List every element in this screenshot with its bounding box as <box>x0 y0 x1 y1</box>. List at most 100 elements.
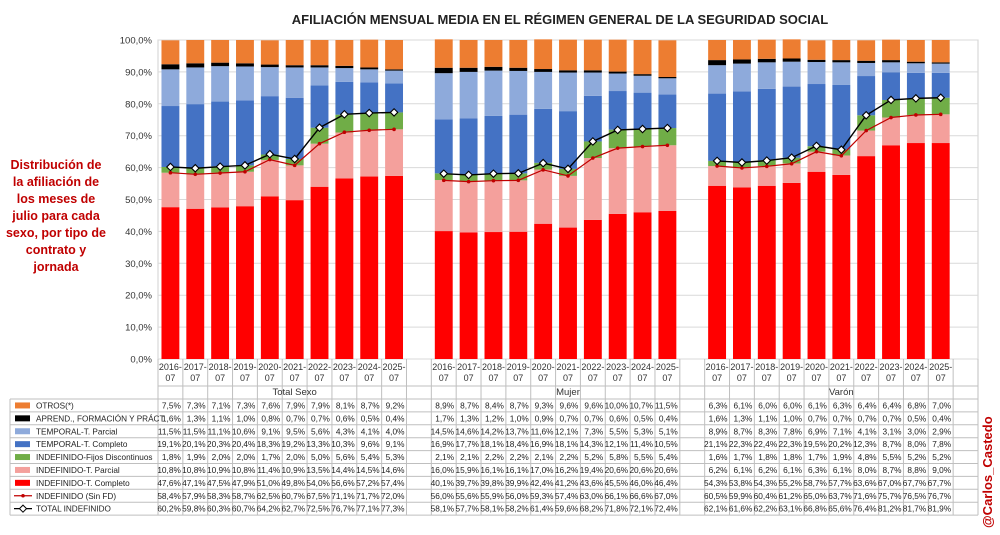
table-cell: 2,0% <box>286 452 306 462</box>
bar-segment-indef-parcial <box>832 155 851 175</box>
bar-segment-otros <box>583 39 602 71</box>
marker-total-indefinido <box>861 110 871 120</box>
bar-segment-otros <box>931 40 950 63</box>
x-tick-label: 07 <box>811 373 821 383</box>
bar-segment-temp-parcial <box>211 66 230 102</box>
bar-segment-fijos-disc <box>608 129 627 149</box>
bar-segment-aprend <box>732 59 751 64</box>
group-label: Varón <box>829 387 854 398</box>
table-cell: 8,0% <box>858 465 878 475</box>
table-cell: 14,2% <box>480 426 504 436</box>
table-cell: 16,9% <box>431 439 455 449</box>
table-cell: 10,8% <box>157 465 181 475</box>
x-tick-label: 07 <box>712 373 722 383</box>
bar-segment-aprend <box>658 77 677 79</box>
bar-segment-temp-completo <box>161 106 180 167</box>
bar-segment-fijos-disc <box>882 99 900 118</box>
bar-segment-indef-completo <box>186 208 205 359</box>
table-cell: 0,9% <box>535 413 555 423</box>
table-cell: 6,4% <box>858 400 878 410</box>
table-cell: 0,6% <box>609 413 629 423</box>
y-tick-label: 0,0% <box>130 355 152 366</box>
bar-segment-indef-completo <box>732 187 751 359</box>
bar-segment-temp-parcial <box>658 78 677 95</box>
table-cell: 5,0% <box>311 452 331 462</box>
bar-segment-temp-parcial <box>484 70 503 116</box>
bar-segment-temp-completo <box>658 94 677 129</box>
table-cell: 8,7% <box>883 439 903 449</box>
table-cell: 0,7% <box>286 413 306 423</box>
x-tick-label: 07 <box>861 373 871 383</box>
bar-segment-indef-parcial <box>608 148 627 214</box>
x-tick-label: 2024- <box>904 362 927 372</box>
bar-segment-indef-completo <box>161 207 180 359</box>
table-cell: 0,7% <box>808 413 828 423</box>
marker-indefinido-sin-fd <box>938 112 943 117</box>
bar-segment-temp-parcial <box>906 63 925 73</box>
x-tick-label: 07 <box>737 373 747 383</box>
marker-total-indefinido <box>886 95 896 105</box>
table-cell: 0,4% <box>386 413 406 423</box>
table-cell: 0,5% <box>361 413 381 423</box>
x-tick-label: 07 <box>588 373 598 383</box>
x-tick-label: 07 <box>911 373 921 383</box>
marker-total-indefinido <box>588 136 598 146</box>
bar-segment-indef-parcial <box>931 114 950 144</box>
marker-indefinido-sin-fd <box>640 144 645 149</box>
bar-segment-indef-completo <box>211 207 230 359</box>
marker-indefinido-sin-fd <box>292 163 297 168</box>
table-cell: 8,0% <box>907 439 927 449</box>
table-cell: 7,1% <box>212 400 232 410</box>
table-cell: 11,1% <box>208 426 232 436</box>
x-tick-label: 2025- <box>656 362 679 372</box>
x-tick-label: 2025- <box>383 362 406 372</box>
x-tick-label: 2017- <box>457 362 480 372</box>
table-cell: 7,9% <box>286 400 306 410</box>
group-label: Mujer <box>556 387 580 398</box>
table-cell: 11,5% <box>183 426 207 436</box>
bar-segment-aprend <box>484 66 503 71</box>
legend-label: TOTAL INDEFINIDO <box>36 505 111 514</box>
table-cell: 15,9% <box>455 465 479 475</box>
table-cell: 53,8% <box>729 478 753 488</box>
x-tick-label: 07 <box>190 373 200 383</box>
table-cell: 3,1% <box>883 426 903 436</box>
bar-segment-temp-completo <box>509 114 528 174</box>
bar-segment-indef-completo <box>534 223 553 359</box>
table-cell: 9,2% <box>386 400 406 410</box>
bar-segment-indef-parcial <box>534 169 553 224</box>
table-cell: 59,8% <box>182 504 206 514</box>
bar-segment-aprend <box>459 67 478 72</box>
y-tick-label: 80,0% <box>125 99 152 110</box>
marker-indefinido-sin-fd <box>268 157 272 162</box>
table-cell: 65,6% <box>828 504 852 514</box>
bar-segment-aprend <box>633 74 652 76</box>
table-cell: 7,9% <box>311 400 331 410</box>
bar-segment-temp-completo <box>732 91 751 163</box>
table-cell: 5,1% <box>659 426 679 436</box>
bar-segment-indef-parcial <box>583 158 602 220</box>
bar-segment-otros <box>757 39 776 59</box>
table-cell: 2,0% <box>212 452 232 462</box>
table-cell: 71,7% <box>356 491 380 501</box>
bar-segment-indef-completo <box>236 206 254 359</box>
table-cell: 58,1% <box>480 504 504 514</box>
bar-segment-temp-parcial <box>807 62 826 85</box>
bar-segment-otros <box>459 40 478 68</box>
table-cell: 5,6% <box>336 452 356 462</box>
table-cell: 6,1% <box>808 400 828 410</box>
marker-indefinido-sin-fd <box>591 156 595 160</box>
bar-segment-temp-parcial <box>882 62 900 73</box>
bar-segment-aprend <box>509 67 528 71</box>
table-cell: 6,4% <box>883 400 903 410</box>
line-indef-sin-fd <box>443 144 668 183</box>
table-cell: 46,4% <box>654 478 678 488</box>
table-cell: 72,0% <box>381 491 405 501</box>
bar-segment-otros <box>882 39 900 61</box>
marker-total-indefinido <box>787 153 797 163</box>
bar-segment-indef-parcial <box>559 175 577 228</box>
bar-segment-otros <box>335 40 354 66</box>
bar-segment-indef-parcial <box>509 180 528 232</box>
bar-segment-temp-parcial <box>857 62 876 77</box>
x-tick-label: 07 <box>787 373 797 383</box>
